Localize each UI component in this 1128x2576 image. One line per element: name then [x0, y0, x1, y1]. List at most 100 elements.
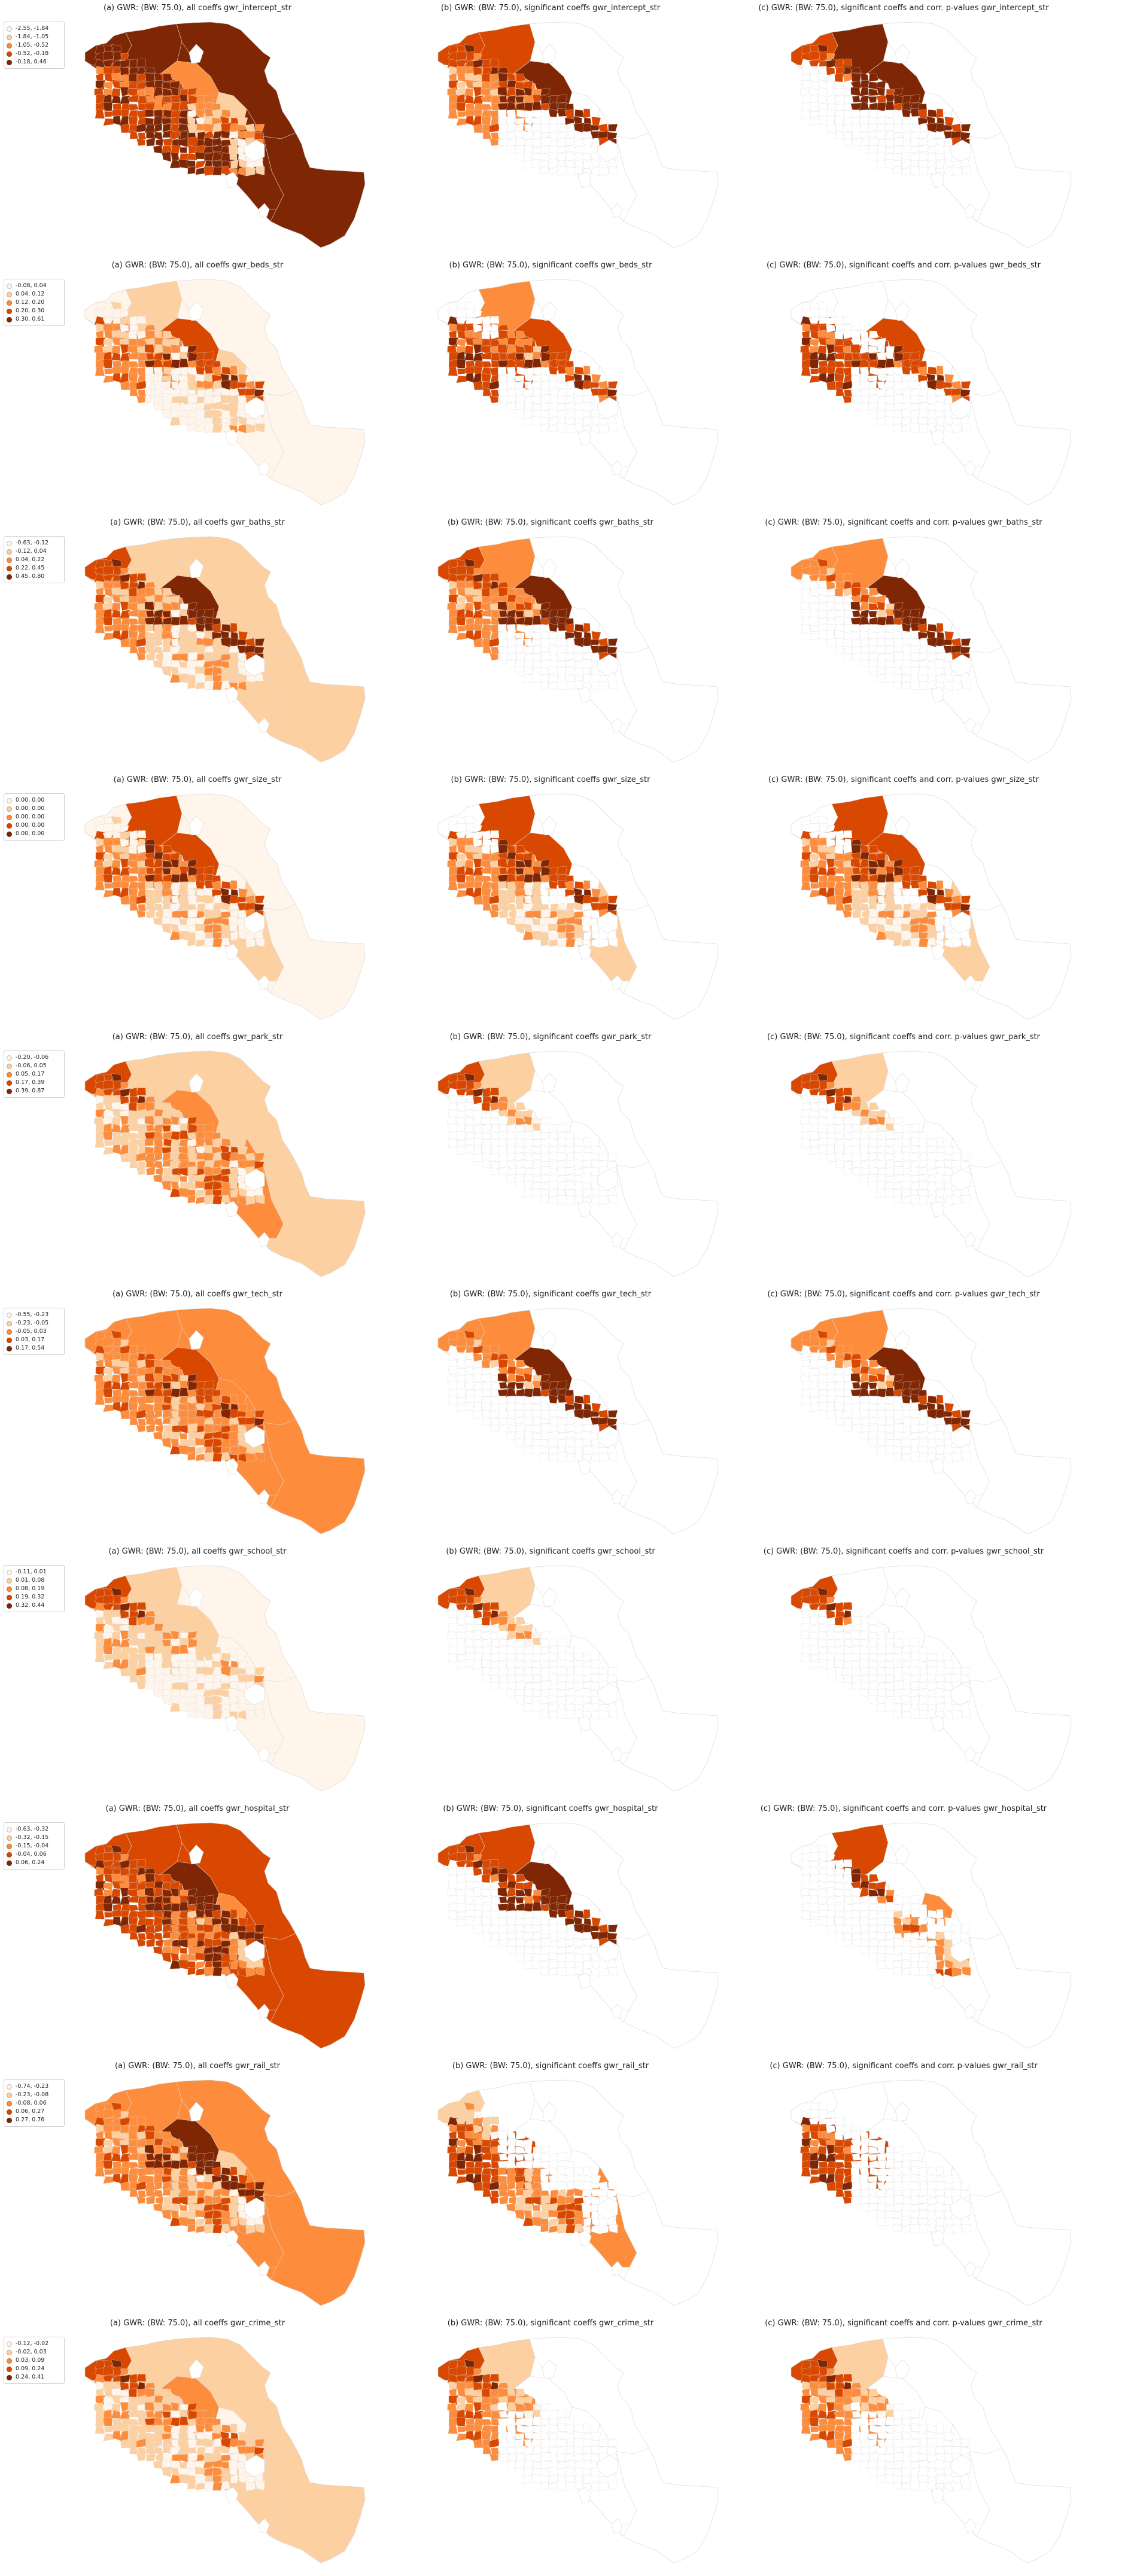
census-tract: [186, 667, 197, 675]
census-tract: [203, 1689, 215, 1698]
census-tract: [852, 137, 862, 147]
census-tract: [203, 394, 214, 404]
census-tract: [540, 424, 549, 432]
census-tract: [909, 380, 920, 389]
figure-row: -0.11, 0.01 0.01, 0.08 0.08, 0.19 0.19, …: [0, 1547, 1128, 1804]
census-tract: [893, 345, 904, 353]
census-tract: [917, 889, 928, 897]
census-tract: [556, 1666, 567, 1675]
census-tract: [136, 1102, 146, 1112]
census-tract: [868, 632, 878, 639]
legend-item: 0.30, 0.61: [7, 315, 62, 324]
census-tract: [146, 1160, 156, 1168]
census-tract: [498, 1639, 507, 1646]
map-hole: [950, 911, 971, 934]
census-tract: [843, 1118, 853, 1125]
census-tract: [111, 1616, 122, 1624]
census-tract: [868, 1125, 877, 1132]
census-tract: [944, 639, 954, 645]
census-tract: [548, 1447, 560, 1456]
census-tract: [203, 123, 214, 132]
census-tract: [127, 866, 139, 874]
census-tract: [515, 890, 525, 896]
census-tract: [457, 73, 467, 83]
census-tract: [162, 1125, 171, 1132]
census-tract: [515, 1631, 526, 1640]
census-tract: [145, 1396, 154, 1403]
census-tract: [515, 151, 525, 162]
census-tract: [104, 565, 114, 575]
map-region: [263, 1161, 366, 1277]
census-tract: [162, 118, 172, 124]
census-tract: [498, 352, 507, 360]
census-tract: [137, 1095, 145, 1104]
choropleth-map: [437, 22, 719, 248]
census-tract: [533, 645, 541, 654]
census-tract: [103, 1147, 114, 1155]
census-tract: [935, 1438, 944, 1447]
census-tract: [473, 59, 484, 69]
map-panel: (b) GWR: (BW: 75.0), significant coeffs …: [371, 261, 730, 518]
census-tract: [212, 675, 222, 684]
census-tract: [464, 301, 475, 310]
census-tract: [583, 1703, 592, 1712]
map-hole: [542, 44, 557, 64]
census-tract: [868, 345, 879, 354]
census-tract: [556, 1380, 567, 1389]
census-tract: [885, 1387, 896, 1397]
census-tract: [481, 1144, 491, 1154]
census-tract: [884, 139, 894, 148]
census-tract: [524, 631, 534, 639]
census-tract: [862, 1425, 869, 1433]
census-tract: [456, 1368, 467, 1377]
census-tract: [826, 324, 835, 333]
census-tract: [153, 624, 163, 632]
census-tract: [935, 1181, 944, 1189]
census-tract: [120, 1610, 129, 1619]
census-tract: [531, 1682, 541, 1691]
legend-item: -0.52, -0.18: [7, 50, 62, 58]
census-tract: [549, 358, 558, 368]
census-tract: [522, 674, 534, 683]
census-tract: [861, 1152, 869, 1161]
census-tract: [886, 1417, 894, 1426]
legend-label: 0.45, 0.80: [16, 573, 45, 580]
legend-label: -0.63, -0.12: [16, 540, 49, 546]
census-tract: [136, 1602, 147, 1610]
census-tract: [171, 1660, 181, 1668]
census-tract: [573, 1696, 584, 1706]
census-tract: [893, 638, 904, 648]
census-tract: [491, 1382, 500, 1390]
census-tract: [187, 1195, 196, 1204]
census-tract: [574, 1159, 585, 1168]
census-tract: [221, 902, 232, 911]
map-hole: [577, 1458, 592, 1475]
census-tract: [843, 1095, 852, 1104]
census-tract: [893, 904, 902, 910]
census-tract: [808, 1131, 819, 1140]
census-tract: [171, 617, 181, 626]
census-tract: [515, 375, 525, 382]
census-tract: [862, 653, 869, 661]
legend-label: 0.06, 0.24: [16, 1859, 45, 1866]
census-tract: [497, 1116, 507, 1125]
census-tract: [509, 1425, 516, 1433]
census-tract: [178, 396, 188, 405]
census-tract: [144, 595, 156, 603]
census-tract: [238, 1925, 248, 1932]
map-panel: (c) GWR: (BW: 75.0), significant coeffs …: [724, 261, 1083, 518]
census-tract: [498, 367, 507, 374]
census-tract: [103, 339, 114, 348]
census-tract: [179, 101, 190, 111]
census-tract: [507, 380, 516, 389]
census-tract: [936, 366, 944, 376]
census-tract: [909, 608, 920, 617]
panel-title: (b) GWR: (BW: 75.0), significant coeffs …: [451, 775, 650, 784]
census-tract: [901, 418, 913, 427]
map-region: [263, 1676, 366, 1792]
census-tract: [111, 1652, 122, 1660]
census-tract: [843, 830, 853, 839]
census-tract: [507, 1409, 516, 1418]
census-tract: [884, 1168, 894, 1177]
census-tract: [892, 1696, 904, 1704]
